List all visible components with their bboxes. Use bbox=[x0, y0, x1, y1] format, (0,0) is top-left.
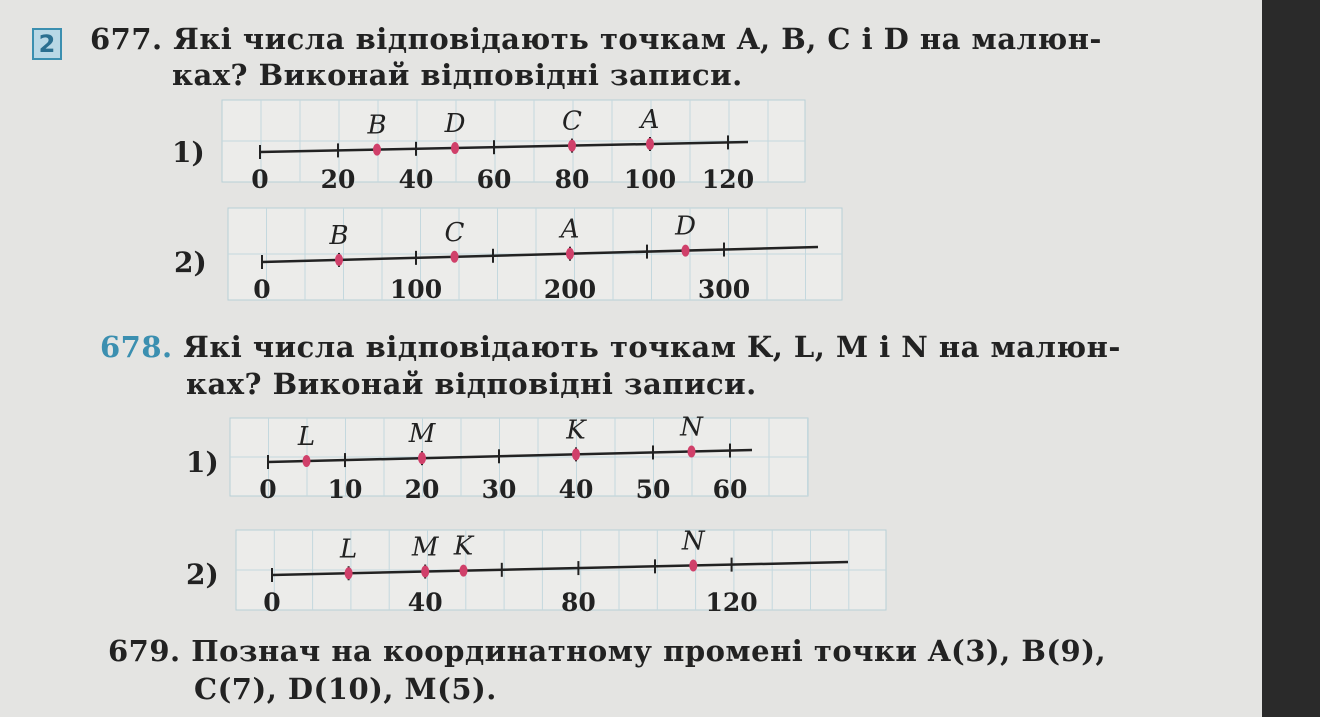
tick-label: 100 bbox=[390, 275, 442, 304]
point-A bbox=[566, 247, 574, 260]
tick-label: 50 bbox=[636, 475, 671, 504]
point-N bbox=[687, 445, 696, 458]
tick-label: 40 bbox=[399, 165, 434, 194]
tick-label: 40 bbox=[408, 588, 443, 617]
problem-679-line2: C(7), D(10), M(5). bbox=[194, 672, 497, 706]
point-label: B bbox=[328, 221, 348, 251]
problem-text: Які числа відповідають точкам A, B, C і … bbox=[173, 22, 1102, 56]
tick-label: 120 bbox=[706, 588, 758, 617]
tick-label: 300 bbox=[698, 275, 750, 304]
tick-label: 10 bbox=[328, 475, 363, 504]
point-A bbox=[646, 138, 654, 151]
problem-678-line2: ках? Виконай відповідні записи. bbox=[186, 367, 757, 401]
point-L bbox=[302, 455, 311, 468]
point-label: A bbox=[639, 105, 660, 135]
point-label: K bbox=[565, 415, 587, 445]
problem-text: Які числа відповідають точкам K, L, M і … bbox=[183, 330, 1121, 364]
number-line-ray bbox=[271, 560, 849, 577]
point-B bbox=[373, 143, 381, 156]
problem-number: 679. bbox=[108, 634, 181, 668]
tick-label: 60 bbox=[713, 475, 748, 504]
subproblem-label: 1) bbox=[172, 136, 205, 169]
number-line-ray bbox=[259, 140, 749, 154]
tick-label: 200 bbox=[544, 275, 596, 304]
point-label: A bbox=[559, 215, 580, 245]
point-C bbox=[568, 139, 576, 152]
point-label: D bbox=[444, 109, 466, 139]
tick-label: 80 bbox=[561, 588, 596, 617]
point-K bbox=[572, 448, 580, 461]
tick-label: 0 bbox=[253, 275, 270, 304]
subproblem-label: 2) bbox=[174, 246, 207, 279]
tick-label: 80 bbox=[555, 165, 590, 194]
problem-678-line1: 678. Які числа відповідають точкам K, L,… bbox=[100, 330, 1121, 364]
tick-label: 60 bbox=[477, 165, 512, 194]
tick-label: 20 bbox=[405, 475, 440, 504]
point-label: M bbox=[411, 533, 440, 563]
subproblem-label: 2) bbox=[186, 558, 219, 591]
tick-label: 20 bbox=[321, 165, 356, 194]
number-line-ray bbox=[267, 448, 753, 464]
point-label: N bbox=[679, 413, 704, 443]
problem-number: 678. bbox=[100, 330, 173, 364]
point-C bbox=[450, 250, 459, 263]
tick-label: 0 bbox=[251, 165, 268, 194]
point-label: B bbox=[366, 111, 386, 141]
level-badge: 2 bbox=[32, 28, 62, 60]
textbook-page: 2 677. Які числа відповідають точкам A, … bbox=[0, 0, 1262, 717]
tick-label: 0 bbox=[259, 475, 276, 504]
number-line-ray bbox=[261, 245, 819, 264]
point-D bbox=[451, 142, 459, 155]
problem-677-line2: ках? Виконай відповідні записи. bbox=[172, 58, 743, 92]
tick-label: 30 bbox=[482, 475, 517, 504]
tick-label: 120 bbox=[702, 165, 754, 194]
point-label: L bbox=[339, 534, 357, 564]
point-label: N bbox=[681, 526, 706, 556]
point-M bbox=[421, 565, 430, 578]
point-L bbox=[344, 567, 353, 580]
point-label: C bbox=[562, 107, 582, 137]
point-D bbox=[681, 244, 690, 257]
point-label: C bbox=[445, 218, 465, 248]
point-label: M bbox=[408, 419, 437, 449]
tick-label: 100 bbox=[624, 165, 676, 194]
problem-text: Познач на координатному промені точки A(… bbox=[191, 634, 1107, 668]
problem-679-line1: 679. Познач на координатному промені точ… bbox=[108, 634, 1106, 668]
point-M bbox=[418, 452, 426, 465]
problem-number: 677. bbox=[90, 22, 163, 56]
point-label: L bbox=[297, 422, 315, 452]
point-N bbox=[689, 559, 698, 572]
tick-label: 0 bbox=[263, 588, 280, 617]
point-K bbox=[459, 564, 468, 577]
problem-677-line1: 677. Які числа відповідають точкам A, B,… bbox=[90, 22, 1102, 56]
tick-label: 40 bbox=[559, 475, 594, 504]
point-label: D bbox=[674, 212, 696, 242]
point-B bbox=[335, 253, 343, 266]
subproblem-label: 1) bbox=[186, 446, 219, 479]
point-label: K bbox=[453, 532, 475, 562]
